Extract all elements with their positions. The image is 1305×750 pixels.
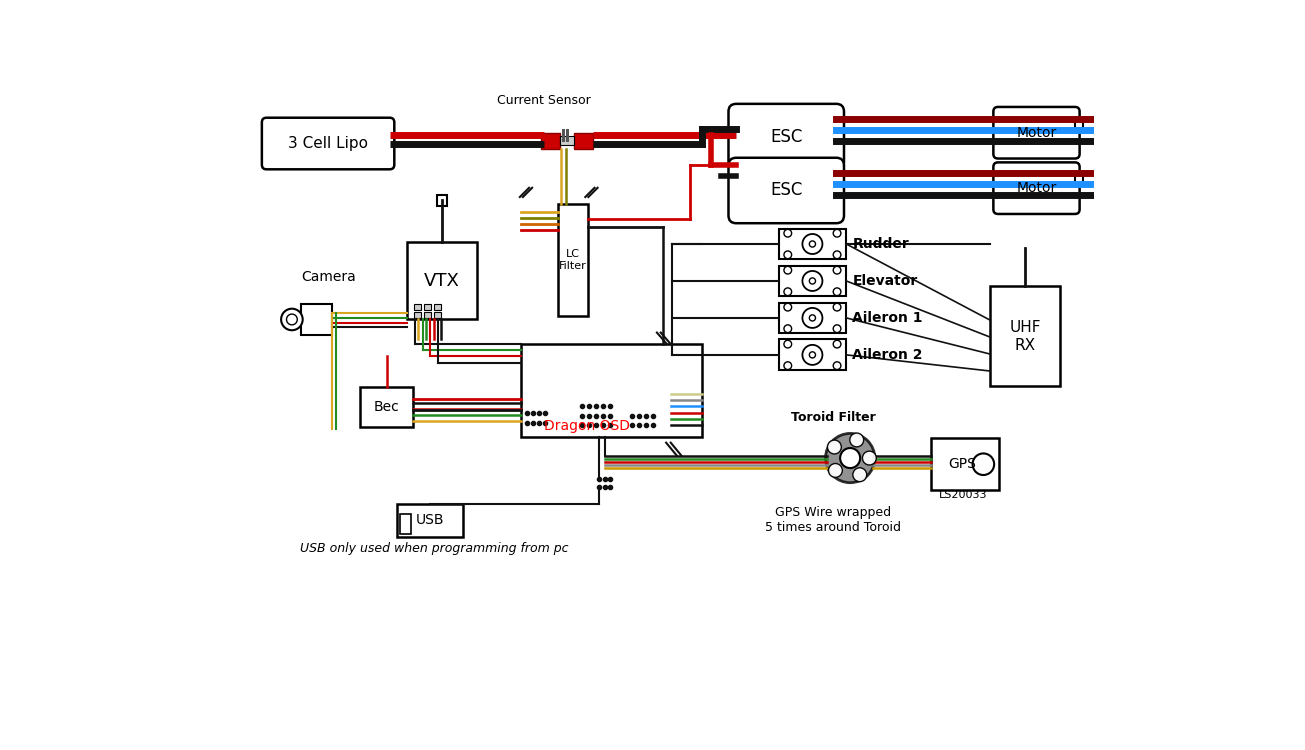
Text: Camera: Camera (301, 270, 356, 284)
Bar (779, 340, 847, 370)
Bar (779, 229, 847, 260)
Bar (562, 128, 565, 142)
Bar (414, 312, 422, 318)
Circle shape (826, 433, 874, 483)
Bar (437, 195, 446, 206)
Text: 3 Cell Lipo: 3 Cell Lipo (288, 136, 368, 151)
Circle shape (827, 440, 842, 454)
Text: LS20033: LS20033 (938, 490, 987, 500)
Text: Rudder: Rudder (852, 237, 910, 251)
Circle shape (784, 251, 792, 259)
Circle shape (863, 452, 877, 465)
Bar (433, 304, 441, 310)
Circle shape (809, 241, 816, 247)
Bar (301, 304, 331, 334)
Bar (557, 204, 589, 316)
Circle shape (803, 308, 822, 328)
Circle shape (833, 340, 840, 348)
Circle shape (853, 468, 867, 482)
Circle shape (833, 251, 840, 259)
Circle shape (833, 266, 840, 274)
Text: GPS Wire wrapped
5 times around Toroid: GPS Wire wrapped 5 times around Toroid (765, 506, 902, 534)
Bar (990, 286, 1060, 386)
Bar (779, 302, 847, 333)
Bar (574, 133, 592, 148)
Circle shape (809, 352, 816, 358)
Circle shape (803, 345, 822, 365)
Bar (407, 242, 476, 320)
Text: Current Sensor: Current Sensor (497, 94, 591, 106)
Bar (560, 136, 574, 146)
Circle shape (281, 309, 303, 330)
FancyBboxPatch shape (728, 158, 844, 224)
Bar (424, 312, 431, 318)
Circle shape (850, 433, 864, 447)
Text: Motor: Motor (1017, 182, 1057, 195)
Bar (1075, 174, 1083, 184)
Circle shape (784, 230, 792, 237)
FancyBboxPatch shape (728, 104, 844, 170)
Circle shape (784, 325, 792, 332)
Bar (401, 514, 411, 533)
Circle shape (829, 464, 842, 477)
Text: ESC: ESC (770, 182, 803, 200)
Circle shape (803, 234, 822, 254)
Circle shape (972, 454, 994, 475)
FancyBboxPatch shape (993, 163, 1079, 214)
Circle shape (840, 448, 860, 468)
Text: ESC: ESC (770, 128, 803, 146)
Bar (1075, 118, 1083, 128)
Text: Dragon OSD: Dragon OSD (544, 419, 630, 433)
Circle shape (784, 266, 792, 274)
Circle shape (784, 362, 792, 370)
Text: GPS: GPS (947, 458, 976, 471)
Text: USB only used when programming from pc: USB only used when programming from pc (300, 542, 569, 555)
Circle shape (833, 288, 840, 296)
Text: Elevator: Elevator (852, 274, 917, 288)
Text: Toroid Filter: Toroid Filter (791, 411, 876, 424)
Bar (542, 133, 560, 148)
FancyBboxPatch shape (262, 118, 394, 170)
Bar (433, 312, 441, 318)
Bar (414, 304, 422, 310)
Circle shape (287, 314, 298, 325)
Bar (424, 304, 431, 310)
Bar (521, 344, 702, 436)
Text: Bec: Bec (373, 400, 399, 414)
Bar (398, 504, 463, 536)
Circle shape (784, 340, 792, 348)
Text: USB: USB (416, 514, 445, 527)
Bar (566, 128, 569, 142)
Bar (360, 387, 412, 427)
Text: Aileron 1: Aileron 1 (852, 311, 923, 325)
Circle shape (833, 303, 840, 311)
Bar (779, 266, 847, 296)
Bar (930, 438, 998, 491)
Text: UHF
RX: UHF RX (1009, 320, 1040, 352)
Circle shape (833, 362, 840, 370)
Circle shape (803, 271, 822, 291)
Circle shape (833, 230, 840, 237)
Circle shape (809, 315, 816, 321)
Text: LC
Filter: LC Filter (559, 249, 587, 271)
FancyBboxPatch shape (993, 107, 1079, 158)
Text: VTX: VTX (424, 272, 459, 290)
Text: Motor: Motor (1017, 126, 1057, 140)
Text: Aileron 2: Aileron 2 (852, 348, 923, 362)
Circle shape (784, 288, 792, 296)
Circle shape (809, 278, 816, 284)
Circle shape (833, 325, 840, 332)
Circle shape (784, 303, 792, 311)
